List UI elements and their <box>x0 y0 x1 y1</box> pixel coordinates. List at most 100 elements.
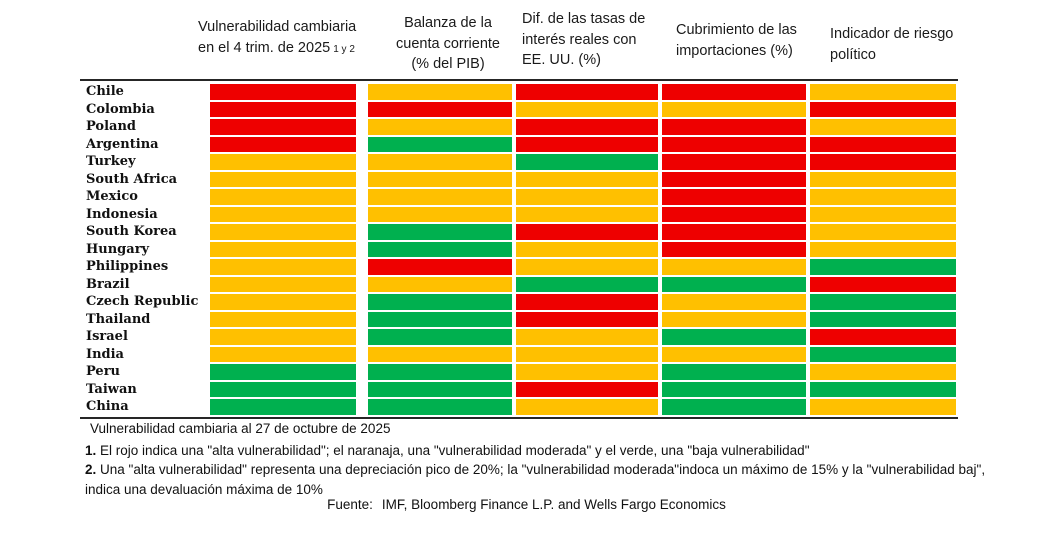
heatmap-cell-red <box>662 206 806 222</box>
heatmap-cell-orange <box>662 311 806 327</box>
heatmap-cell-red <box>368 101 512 117</box>
country-label: Hungary <box>86 241 150 257</box>
table-row: Thailand <box>80 311 956 327</box>
heatmap-cell-orange <box>210 241 356 257</box>
heatmap-cell-red <box>368 259 512 275</box>
heatmap-cell-orange <box>210 171 356 187</box>
footnote-2-number: 2. <box>85 462 97 477</box>
heatmap-cell-red <box>516 311 658 327</box>
heatmap-cell-green <box>210 399 356 415</box>
heatmap-cell-orange <box>210 311 356 327</box>
heatmap-cell-green <box>368 364 512 380</box>
table-top-border <box>80 79 958 81</box>
heatmap-cell-orange <box>368 171 512 187</box>
heatmap-cell-green <box>368 399 512 415</box>
heatmap-cell-red <box>516 119 658 135</box>
table-row: Israel <box>80 329 956 345</box>
source-line: Fuente: IMF, Bloomberg Finance L.P. and W… <box>0 497 1053 512</box>
footnote-1: 1. El rojo indica una "alta vulnerabilid… <box>85 441 1035 461</box>
heatmap-cell-orange <box>662 294 806 310</box>
country-label: South Korea <box>86 224 177 239</box>
country-label: Chile <box>86 84 124 99</box>
table-row: Hungary <box>80 241 956 257</box>
heatmap-cell-green <box>368 136 512 152</box>
heatmap-cell-red <box>662 224 806 240</box>
footnote-1-text: El rojo indica una "alta vulnerabilidad"… <box>100 443 810 458</box>
table-row: India <box>80 346 956 362</box>
table-row: Turkey <box>80 154 956 170</box>
heatmap-cell-green <box>368 381 512 397</box>
heatmap-cell-orange <box>810 364 956 380</box>
table-row: Czech Republic <box>80 294 956 310</box>
heatmap-cell-green <box>810 311 956 327</box>
heatmap-cell-green <box>516 154 658 170</box>
heatmap-cell-green <box>368 294 512 310</box>
heatmap-cell-orange <box>368 206 512 222</box>
country-label: South Africa <box>86 171 178 187</box>
country-label: Thailand <box>86 311 151 327</box>
country-label: Israel <box>86 329 128 344</box>
heatmap-cell-orange <box>368 154 512 170</box>
table-row: Poland <box>80 119 956 135</box>
heatmap-cell-orange <box>810 206 956 222</box>
table-row: Taiwan <box>80 381 956 397</box>
heatmap-cell-red <box>210 119 356 135</box>
heatmap-cell-orange <box>516 329 658 345</box>
heatmap-cell-green <box>210 364 356 380</box>
country-label: Peru <box>86 364 120 379</box>
heatmap-cell-green <box>662 399 806 415</box>
heatmap-cell-orange <box>210 346 356 362</box>
heatmap-cell-orange <box>810 399 956 415</box>
heatmap-cell-red <box>662 171 806 187</box>
heatmap-cell-orange <box>516 259 658 275</box>
heatmap-cell-red <box>662 241 806 257</box>
heatmap-cell-orange <box>368 84 512 100</box>
table-row: Indonesia <box>80 206 956 222</box>
heatmap-cell-red <box>516 381 658 397</box>
country-label: Indonesia <box>86 206 158 222</box>
table-row: China <box>80 399 956 415</box>
country-label: Turkey <box>86 154 136 169</box>
heatmap-cell-orange <box>210 189 356 205</box>
heatmap-cell-orange <box>810 84 956 100</box>
column-header-current-account: Balanza de la cuenta corriente (% del PI… <box>396 15 500 73</box>
table-row: Brazil <box>80 276 956 292</box>
heatmap-cell-green <box>810 346 956 362</box>
source-label: Fuente: <box>327 497 373 512</box>
country-label: Philippines <box>86 259 169 274</box>
heatmap-cell-green <box>210 381 356 397</box>
heatmap-cell-red <box>662 84 806 100</box>
heatmap-cell-orange <box>368 276 512 292</box>
heatmap-cell-orange <box>662 101 806 117</box>
heatmap-cell-orange <box>516 206 658 222</box>
heatmap-cell-orange <box>516 364 658 380</box>
heatmap-cell-orange <box>210 224 356 240</box>
column-header-import-cover: Cubrimiento de las importaciones (%) <box>676 22 797 59</box>
heatmap-cell-green <box>368 311 512 327</box>
heatmap-cell-red <box>662 119 806 135</box>
chart-caption: Vulnerabilidad cambiaria al 27 de octubr… <box>90 421 391 436</box>
heatmap-cell-red <box>210 84 356 100</box>
heatmap-cell-orange <box>210 294 356 310</box>
column-header-fx-vulnerability: Vulnerabilidad cambiaria en el 4 trim. d… <box>198 17 398 58</box>
footnote-1-number: 1. <box>85 443 97 458</box>
heatmap-cell-green <box>368 329 512 345</box>
heatmap-cell-orange <box>210 329 356 345</box>
column-header-political-risk: Indicador de riesgo político <box>830 26 954 63</box>
table-row: South Korea <box>80 224 956 240</box>
heatmap-cell-orange <box>810 224 956 240</box>
footnote-2: 2. Una "alta vulnerabilidad" representa … <box>85 460 1035 500</box>
heatmap-cell-orange <box>368 119 512 135</box>
heatmap-cell-green <box>368 241 512 257</box>
heatmap-cell-green <box>810 381 956 397</box>
country-label: Czech Republic <box>86 294 199 309</box>
heatmap-cell-orange <box>516 101 658 117</box>
heatmap-cell-orange <box>210 259 356 275</box>
heatmap-cell-red <box>516 136 658 152</box>
heatmap-cell-orange <box>516 171 658 187</box>
table-row: Peru <box>80 364 956 380</box>
country-label: Taiwan <box>86 381 137 397</box>
heatmap-cell-red <box>516 294 658 310</box>
heatmap-cell-orange <box>516 189 658 205</box>
